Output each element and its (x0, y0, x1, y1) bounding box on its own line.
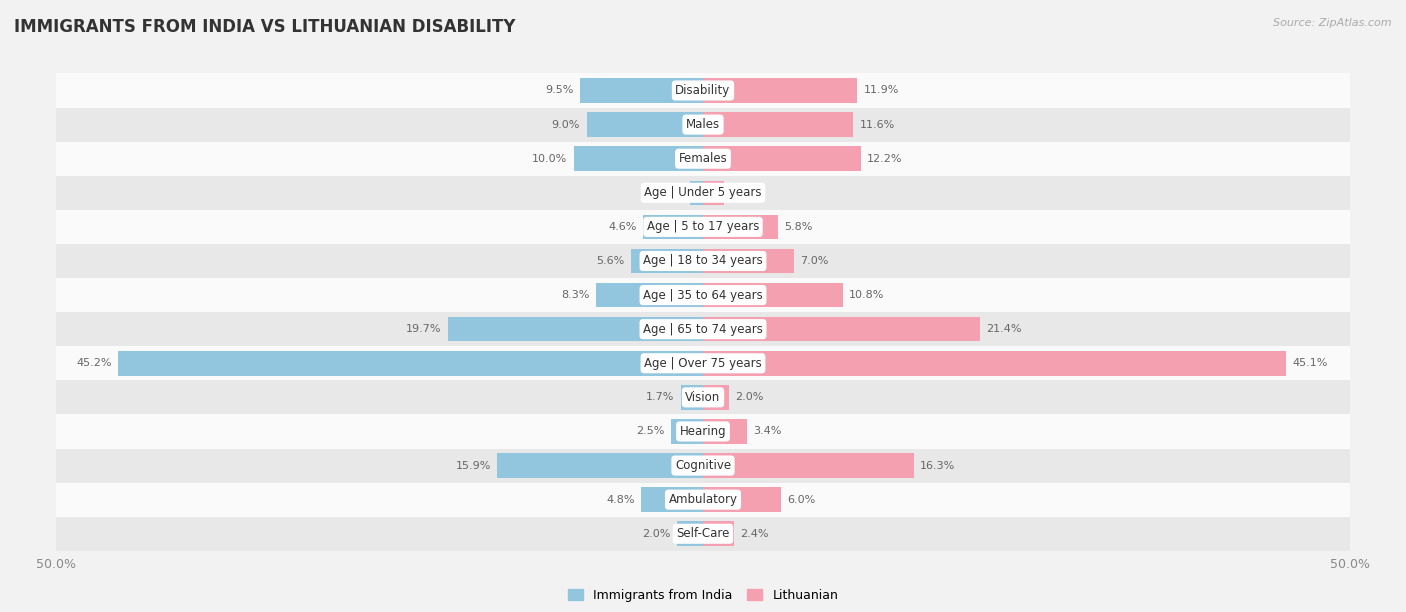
Text: 6.0%: 6.0% (787, 494, 815, 505)
Text: 9.0%: 9.0% (551, 119, 581, 130)
Text: 8.3%: 8.3% (561, 290, 589, 300)
Bar (118, 351, 703, 376)
Text: Cognitive: Cognitive (675, 459, 731, 472)
Text: 4.6%: 4.6% (609, 222, 637, 232)
Bar (703, 521, 734, 546)
Bar (56, 414, 1350, 449)
Bar (56, 210, 1350, 244)
Text: 2.4%: 2.4% (741, 529, 769, 539)
Text: 21.4%: 21.4% (986, 324, 1022, 334)
Text: 16.3%: 16.3% (921, 461, 956, 471)
Text: 1.0%: 1.0% (655, 188, 683, 198)
Bar (56, 312, 1350, 346)
Text: 1.6%: 1.6% (730, 188, 758, 198)
Bar (56, 449, 1350, 483)
Text: Hearing: Hearing (679, 425, 727, 438)
Bar (56, 108, 1350, 141)
Bar (56, 141, 1350, 176)
Bar (56, 176, 1350, 210)
Bar (703, 78, 856, 103)
Bar (644, 215, 703, 239)
Bar (56, 380, 1350, 414)
Bar (690, 181, 703, 205)
Text: Ambulatory: Ambulatory (668, 493, 738, 506)
Text: 7.0%: 7.0% (800, 256, 828, 266)
Bar (703, 419, 747, 444)
Bar (703, 351, 1286, 376)
Text: Self-Care: Self-Care (676, 528, 730, 540)
Text: 45.2%: 45.2% (76, 358, 112, 368)
Text: 9.5%: 9.5% (546, 86, 574, 95)
Bar (586, 113, 703, 137)
Text: 5.8%: 5.8% (785, 222, 813, 232)
Bar (630, 248, 703, 273)
Text: Source: ZipAtlas.com: Source: ZipAtlas.com (1274, 18, 1392, 28)
Bar (703, 146, 860, 171)
Text: Females: Females (679, 152, 727, 165)
Text: Age | Under 5 years: Age | Under 5 years (644, 186, 762, 200)
Text: Disability: Disability (675, 84, 731, 97)
Text: 10.0%: 10.0% (531, 154, 567, 163)
Legend: Immigrants from India, Lithuanian: Immigrants from India, Lithuanian (568, 589, 838, 602)
Bar (641, 487, 703, 512)
Bar (703, 453, 914, 478)
Bar (56, 73, 1350, 108)
Text: 2.5%: 2.5% (636, 427, 664, 436)
Text: Age | Over 75 years: Age | Over 75 years (644, 357, 762, 370)
Bar (703, 317, 980, 341)
Text: 2.0%: 2.0% (643, 529, 671, 539)
Text: Age | 18 to 34 years: Age | 18 to 34 years (643, 255, 763, 267)
Text: 11.6%: 11.6% (859, 119, 894, 130)
Bar (56, 278, 1350, 312)
Text: Age | 5 to 17 years: Age | 5 to 17 years (647, 220, 759, 233)
Bar (596, 283, 703, 307)
Text: Vision: Vision (685, 391, 721, 404)
Bar (678, 521, 703, 546)
Text: 10.8%: 10.8% (849, 290, 884, 300)
Bar (703, 113, 853, 137)
Bar (703, 215, 778, 239)
Bar (56, 346, 1350, 380)
Text: 4.8%: 4.8% (606, 494, 634, 505)
Text: 19.7%: 19.7% (406, 324, 441, 334)
Text: 12.2%: 12.2% (868, 154, 903, 163)
Text: Age | 65 to 74 years: Age | 65 to 74 years (643, 323, 763, 335)
Bar (56, 244, 1350, 278)
Text: Males: Males (686, 118, 720, 131)
Text: 3.4%: 3.4% (754, 427, 782, 436)
Bar (581, 78, 703, 103)
Bar (56, 483, 1350, 517)
Bar (681, 385, 703, 409)
Text: 11.9%: 11.9% (863, 86, 898, 95)
Text: 15.9%: 15.9% (456, 461, 491, 471)
Bar (671, 419, 703, 444)
Bar (498, 453, 703, 478)
Bar (703, 248, 793, 273)
Text: IMMIGRANTS FROM INDIA VS LITHUANIAN DISABILITY: IMMIGRANTS FROM INDIA VS LITHUANIAN DISA… (14, 18, 516, 36)
Text: 2.0%: 2.0% (735, 392, 763, 402)
Bar (449, 317, 703, 341)
Bar (703, 385, 728, 409)
Text: 1.7%: 1.7% (647, 392, 675, 402)
Text: Age | 35 to 64 years: Age | 35 to 64 years (643, 289, 763, 302)
Bar (703, 283, 842, 307)
Bar (574, 146, 703, 171)
Text: 45.1%: 45.1% (1294, 358, 1329, 368)
Text: 5.6%: 5.6% (596, 256, 624, 266)
Bar (703, 487, 780, 512)
Bar (56, 517, 1350, 551)
Bar (703, 181, 724, 205)
